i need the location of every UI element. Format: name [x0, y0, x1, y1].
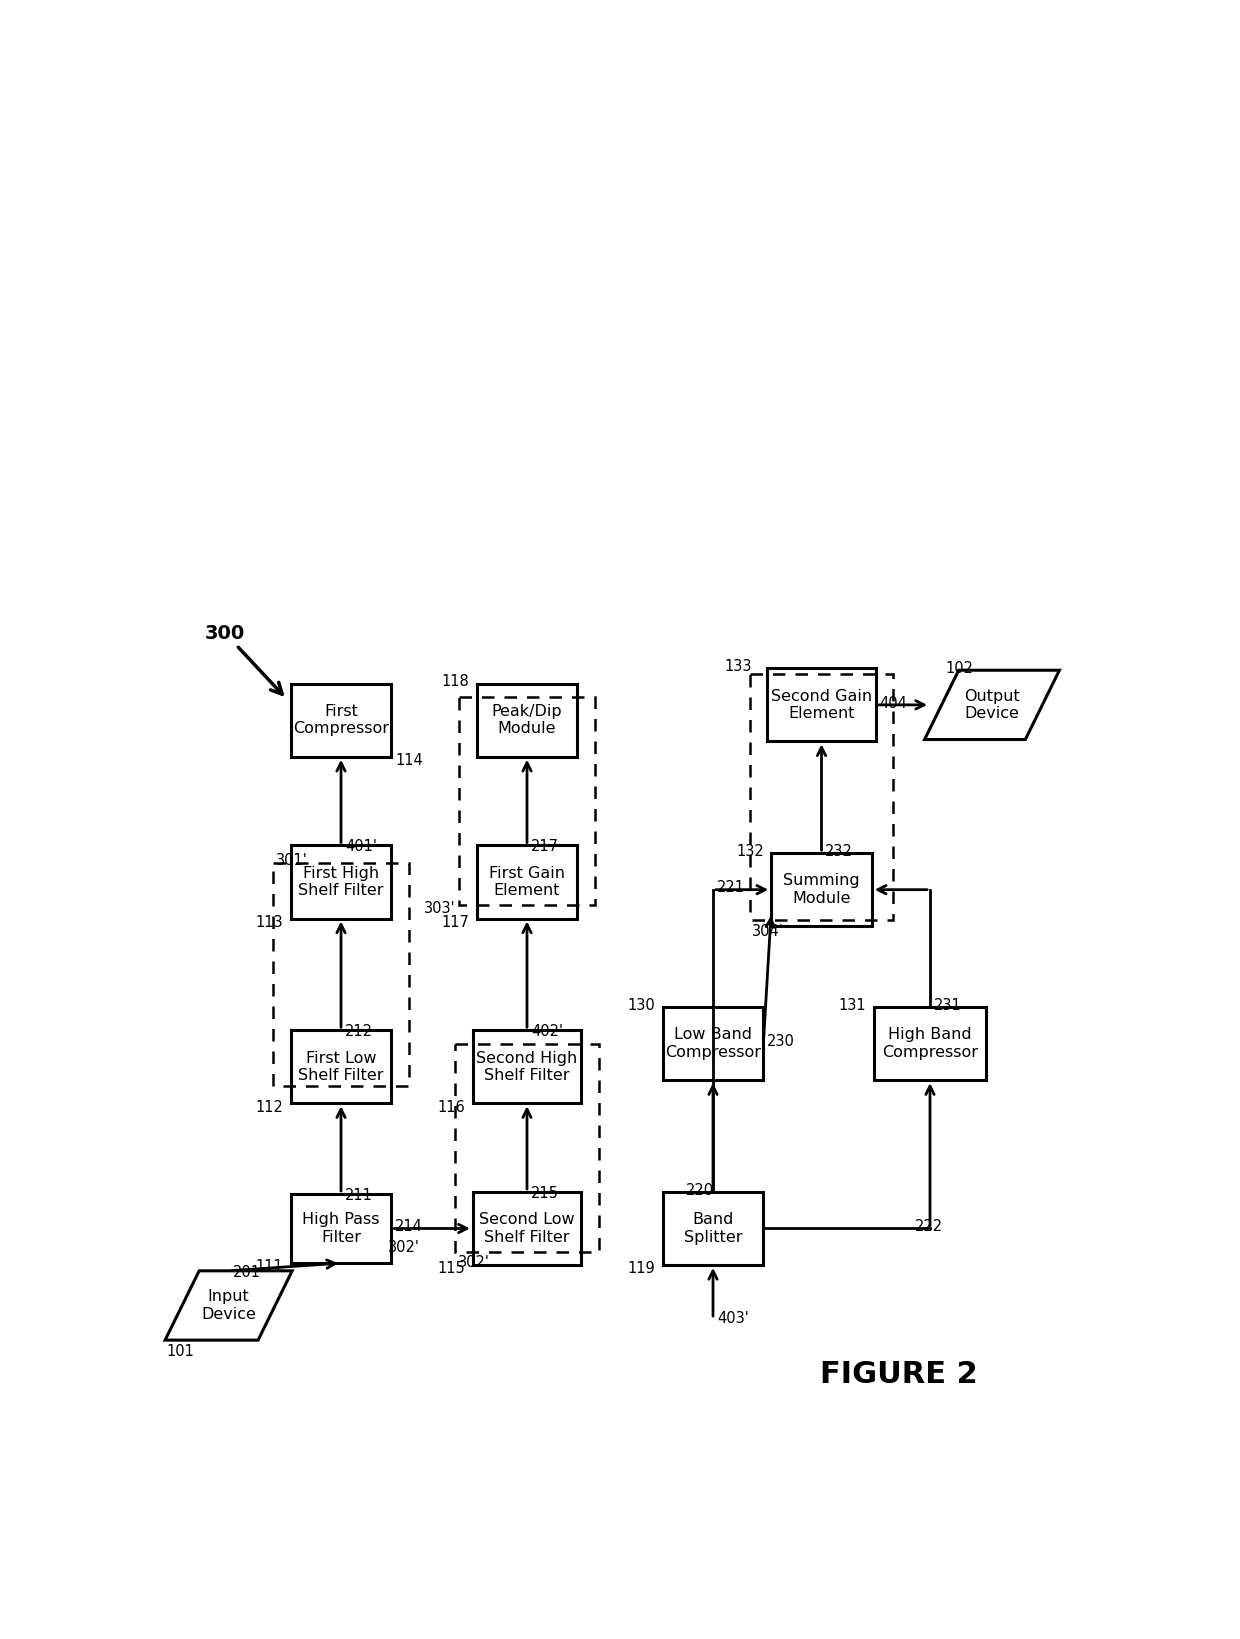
- Text: 220: 220: [686, 1183, 714, 1198]
- Text: 116: 116: [438, 1100, 466, 1115]
- Bar: [662, 1006, 764, 1080]
- Bar: [768, 669, 875, 741]
- Text: 403': 403': [717, 1311, 749, 1326]
- Bar: [750, 674, 893, 921]
- Text: 119: 119: [627, 1260, 656, 1277]
- Text: 301': 301': [275, 854, 308, 869]
- Text: 404: 404: [879, 695, 908, 711]
- Bar: [476, 846, 578, 918]
- Text: 302': 302': [387, 1241, 419, 1255]
- Text: Second High
Shelf Filter: Second High Shelf Filter: [476, 1051, 578, 1083]
- Text: First High
Shelf Filter: First High Shelf Filter: [299, 865, 383, 898]
- Bar: [290, 1193, 392, 1264]
- Text: Second Gain
Element: Second Gain Element: [771, 688, 872, 721]
- Text: First Gain
Element: First Gain Element: [489, 865, 565, 898]
- Text: Output
Device: Output Device: [965, 688, 1019, 721]
- Text: 402': 402': [531, 1024, 563, 1039]
- Text: 132: 132: [737, 844, 764, 859]
- Text: 211: 211: [345, 1188, 373, 1203]
- Bar: [273, 862, 409, 1087]
- Text: 302': 302': [458, 1255, 490, 1270]
- Bar: [662, 1192, 764, 1265]
- Bar: [290, 846, 392, 918]
- Text: 117: 117: [441, 915, 470, 929]
- Polygon shape: [925, 670, 1059, 739]
- Bar: [472, 1192, 582, 1265]
- Text: First Low
Shelf Filter: First Low Shelf Filter: [299, 1051, 383, 1083]
- Text: 212: 212: [345, 1024, 373, 1039]
- Bar: [771, 854, 872, 926]
- Text: Peak/Dip
Module: Peak/Dip Module: [492, 705, 562, 736]
- Text: High Band
Compressor: High Band Compressor: [882, 1028, 978, 1060]
- Bar: [476, 683, 578, 757]
- Polygon shape: [165, 1270, 293, 1341]
- Bar: [472, 1031, 582, 1103]
- Text: 304': 304': [753, 924, 784, 939]
- Text: 401': 401': [345, 839, 377, 854]
- Text: 230: 230: [768, 1034, 795, 1049]
- Text: 232: 232: [826, 844, 853, 859]
- Text: Input
Device: Input Device: [201, 1290, 257, 1321]
- Text: 102: 102: [945, 661, 973, 675]
- Text: 111: 111: [255, 1259, 284, 1274]
- Text: FIGURE 2: FIGURE 2: [820, 1360, 978, 1390]
- Text: Band
Splitter: Band Splitter: [683, 1213, 743, 1244]
- Text: 217: 217: [531, 839, 559, 854]
- Text: 115: 115: [438, 1260, 466, 1277]
- Text: 303': 303': [424, 901, 456, 916]
- Bar: [459, 697, 595, 905]
- Text: 221: 221: [717, 880, 745, 895]
- Text: First
Compressor: First Compressor: [293, 705, 389, 736]
- Text: 114: 114: [396, 752, 423, 769]
- Text: 101: 101: [166, 1344, 195, 1359]
- Bar: [290, 683, 392, 757]
- Text: 113: 113: [255, 915, 284, 929]
- Text: High Pass
Filter: High Pass Filter: [303, 1213, 379, 1244]
- Text: 300: 300: [205, 624, 244, 642]
- Text: 214: 214: [396, 1219, 423, 1234]
- Bar: [874, 1006, 986, 1080]
- Text: 215: 215: [531, 1185, 559, 1201]
- Text: 118: 118: [441, 675, 470, 690]
- Text: Summing
Module: Summing Module: [784, 874, 859, 906]
- Text: 231: 231: [934, 998, 962, 1013]
- Text: Second Low
Shelf Filter: Second Low Shelf Filter: [479, 1213, 575, 1244]
- Text: 131: 131: [839, 998, 867, 1013]
- Text: Low Band
Compressor: Low Band Compressor: [665, 1028, 761, 1060]
- Text: 201: 201: [233, 1265, 260, 1280]
- Text: 222: 222: [915, 1219, 942, 1234]
- Bar: [290, 1031, 392, 1103]
- Text: 133: 133: [724, 659, 753, 674]
- Text: 112: 112: [255, 1100, 284, 1115]
- Bar: [455, 1044, 599, 1252]
- Text: 130: 130: [627, 998, 656, 1013]
